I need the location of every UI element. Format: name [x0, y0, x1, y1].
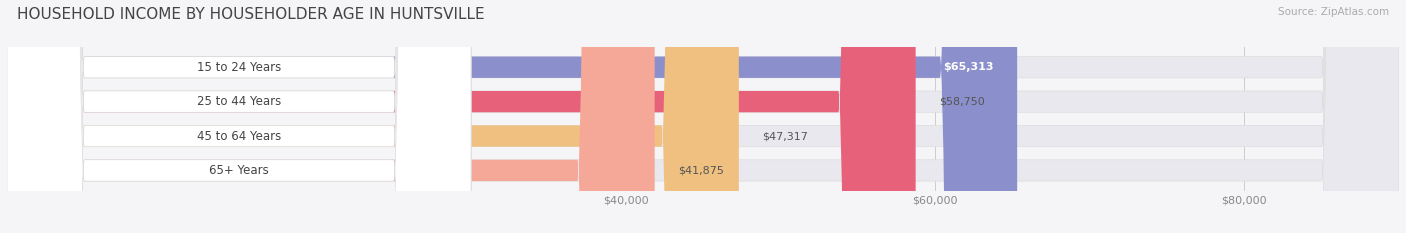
Text: Source: ZipAtlas.com: Source: ZipAtlas.com [1278, 7, 1389, 17]
Text: $58,750: $58,750 [939, 97, 984, 107]
Text: 25 to 44 Years: 25 to 44 Years [197, 95, 281, 108]
FancyBboxPatch shape [7, 0, 738, 233]
FancyBboxPatch shape [7, 0, 1399, 233]
FancyBboxPatch shape [7, 0, 1399, 233]
FancyBboxPatch shape [7, 0, 1399, 233]
Text: 45 to 64 Years: 45 to 64 Years [197, 130, 281, 143]
Text: HOUSEHOLD INCOME BY HOUSEHOLDER AGE IN HUNTSVILLE: HOUSEHOLD INCOME BY HOUSEHOLDER AGE IN H… [17, 7, 485, 22]
FancyBboxPatch shape [7, 0, 1399, 233]
Text: $65,313: $65,313 [943, 62, 994, 72]
FancyBboxPatch shape [7, 0, 915, 233]
FancyBboxPatch shape [7, 0, 655, 233]
FancyBboxPatch shape [7, 0, 471, 233]
FancyBboxPatch shape [7, 0, 471, 233]
Text: $47,317: $47,317 [762, 131, 808, 141]
Text: 65+ Years: 65+ Years [209, 164, 269, 177]
Text: 15 to 24 Years: 15 to 24 Years [197, 61, 281, 74]
FancyBboxPatch shape [7, 0, 471, 233]
FancyBboxPatch shape [7, 0, 1017, 233]
FancyBboxPatch shape [7, 0, 471, 233]
Text: $41,875: $41,875 [678, 165, 724, 175]
